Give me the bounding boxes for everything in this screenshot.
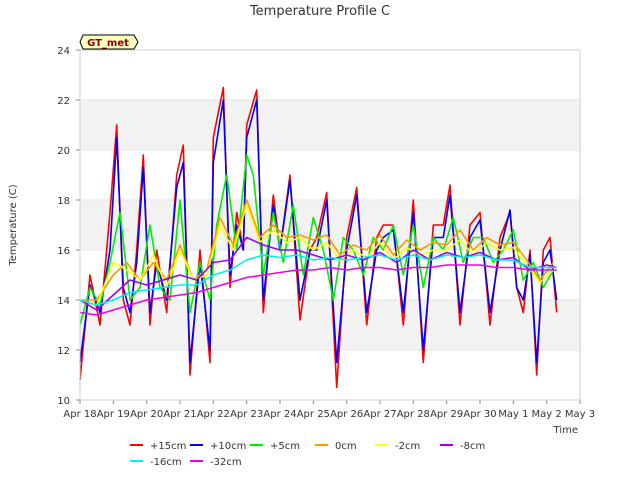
x-tick-label: Apr 20: [130, 409, 163, 420]
x-tick-label: Apr 26: [330, 409, 363, 420]
x-tick-label: Apr 19: [97, 409, 130, 420]
legend-label: -8cm: [460, 441, 485, 452]
x-tick-label: Apr 29: [430, 409, 463, 420]
x-tick-label: Apr 18: [63, 409, 96, 420]
x-tick-label: Apr 22: [197, 409, 230, 420]
legend-label: -2cm: [395, 441, 420, 452]
plot-frame: [79, 49, 581, 401]
x-axis-label: Time: [553, 425, 578, 436]
legend-label: +5cm: [270, 441, 300, 452]
y-tick-label: 14: [57, 296, 70, 307]
gt-met-annotation: GT_met: [79, 34, 139, 50]
x-tick-label: Apr 25: [297, 409, 330, 420]
x-tick-label: Apr 30: [463, 409, 496, 420]
y-tick-label: 12: [57, 346, 70, 357]
legend-label: +15cm: [150, 441, 186, 452]
series-line-minus32cm: [79, 264, 557, 316]
x-tick-label: Apr 27: [363, 409, 396, 420]
chart-title: Temperature Profile C: [249, 4, 390, 19]
y-tick-label: 16: [57, 246, 70, 257]
y-tick-label: 10: [57, 396, 70, 407]
series-line-0cm: [80, 199, 554, 301]
grid-band: [80, 100, 580, 150]
x-tick-label: May 2: [532, 409, 562, 420]
y-axis-label: Temperature (C): [8, 184, 19, 266]
x-tick-label: May 3: [565, 409, 595, 420]
legend-label: +10cm: [210, 441, 246, 452]
series-line-minus2cm: [79, 204, 554, 306]
x-tick-label: Apr 21: [163, 409, 196, 420]
legend-label: -16cm: [150, 457, 182, 468]
series-line-minus8cm: [79, 236, 557, 311]
grid-band: [80, 300, 580, 350]
y-axis-ticks: 10 12 14 16 18 20 22 24: [57, 46, 80, 407]
annotation-label: GT_met: [87, 38, 129, 49]
x-tick-label: Apr 24: [263, 409, 296, 420]
x-tick-label: May 1: [498, 409, 528, 420]
y-tick-label: 24: [57, 46, 70, 57]
series-line-minus16cm: [79, 254, 557, 306]
x-tick-label: Apr 28: [397, 409, 430, 420]
y-tick-label: 20: [57, 146, 70, 157]
annotation-box: [79, 34, 139, 50]
y-tick-label: 18: [57, 196, 70, 207]
legend: +15cm +10cm +5cm 0cm -2cm -8cm -16cm -32cm: [130, 441, 485, 468]
series-lines: [79, 86, 558, 389]
legend-label: 0cm: [335, 441, 357, 452]
x-tick-label: Apr 23: [230, 409, 263, 420]
x-axis-ticks: Apr 18 Apr 19 Apr 20 Apr 21 Apr 22 Apr 23 Apr …: [63, 400, 595, 420]
y-tick-label: 22: [57, 96, 70, 107]
legend-label: -32cm: [210, 457, 242, 468]
